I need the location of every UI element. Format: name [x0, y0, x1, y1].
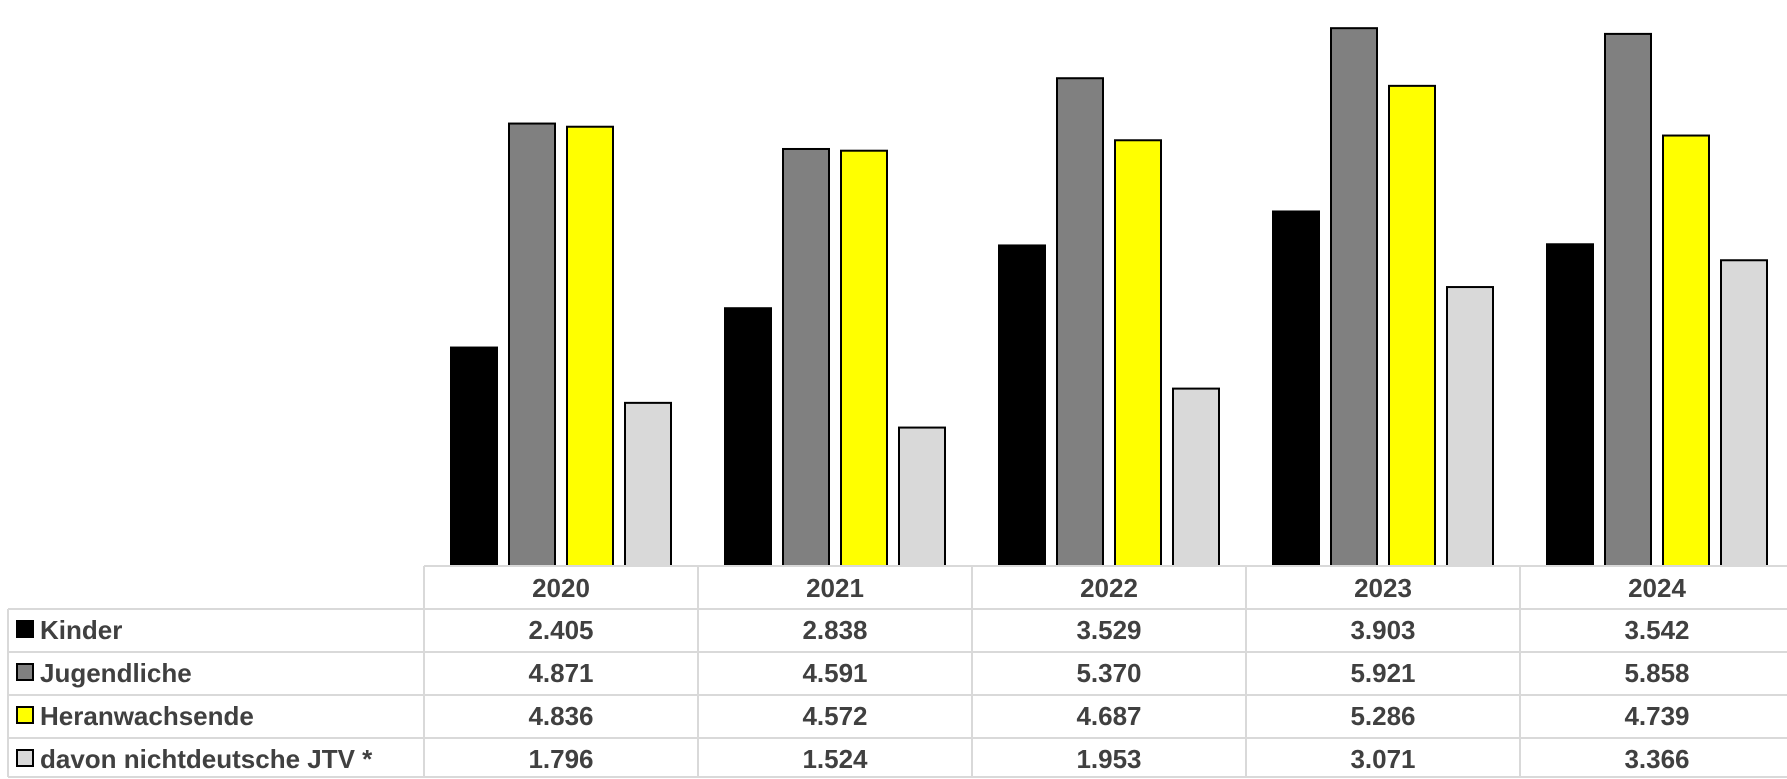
data-label-2-2024: 4.739: [1624, 701, 1689, 731]
data-label-1-2020: 4.871: [528, 658, 593, 688]
data-label-0-2023: 3.903: [1350, 615, 1415, 645]
tick-label-2024: 2024: [1628, 573, 1686, 603]
bar-1-2023: [1330, 27, 1378, 567]
bar-1-2021: [782, 147, 830, 567]
tick-label-2020: 2020: [532, 573, 590, 603]
legend-key-3: [16, 749, 34, 767]
bar-0-2023: [1272, 210, 1320, 567]
tick-label-2021: 2021: [806, 573, 864, 603]
bar-0-2024: [1546, 243, 1594, 567]
bar-2-2023: [1388, 84, 1436, 567]
tick-label-2023: 2023: [1354, 573, 1412, 603]
data-label-2-2022: 4.687: [1076, 701, 1141, 731]
bar-1-2024: [1604, 32, 1652, 568]
bar-2-2024: [1662, 134, 1710, 567]
bar-3-2022: [1172, 387, 1220, 568]
bar-2-2020: [566, 125, 614, 567]
data-label-0-2020: 2.405: [528, 615, 593, 645]
bar-3-2021: [898, 426, 946, 567]
legend-key-0: [16, 620, 34, 638]
legend-label-3: davon nichtdeutsche JTV *: [40, 744, 373, 774]
data-label-1-2022: 5.370: [1076, 658, 1141, 688]
data-label-1-2024: 5.858: [1624, 658, 1689, 688]
data-label-3-2020: 1.796: [528, 744, 593, 774]
bar-2-2021: [840, 149, 888, 568]
legend-key-2: [16, 706, 34, 724]
data-label-2-2023: 5.286: [1350, 701, 1415, 731]
bar-1-2022: [1056, 77, 1104, 567]
legend-key-1: [16, 663, 34, 681]
data-label-0-2022: 3.529: [1076, 615, 1141, 645]
bar-0-2021: [724, 307, 772, 567]
data-label-3-2022: 1.953: [1076, 744, 1141, 774]
data-label-2-2021: 4.572: [802, 701, 867, 731]
data-label-3-2024: 3.366: [1624, 744, 1689, 774]
tick-label-2022: 2022: [1080, 573, 1138, 603]
bar-1-2020: [508, 122, 556, 567]
data-label-1-2023: 5.921: [1350, 658, 1415, 688]
bar-0-2022: [998, 244, 1046, 568]
legend-label-2: Heranwachsende: [40, 701, 254, 731]
data-label-2-2020: 4.836: [528, 701, 593, 731]
legend-label-1: Jugendliche: [40, 658, 192, 688]
data-label-3-2023: 3.071: [1350, 744, 1415, 774]
bar-0-2020: [450, 346, 498, 567]
bar-2-2022: [1114, 139, 1162, 567]
bar-3-2020: [624, 401, 672, 568]
data-label-3-2021: 1.524: [802, 744, 868, 774]
legend-label-0: Kinder: [40, 615, 122, 645]
data-label-1-2021: 4.591: [802, 658, 867, 688]
bar-3-2023: [1446, 286, 1494, 567]
data-label-0-2021: 2.838: [802, 615, 867, 645]
data-label-0-2024: 3.542: [1624, 615, 1689, 645]
bar-3-2024: [1720, 259, 1768, 567]
